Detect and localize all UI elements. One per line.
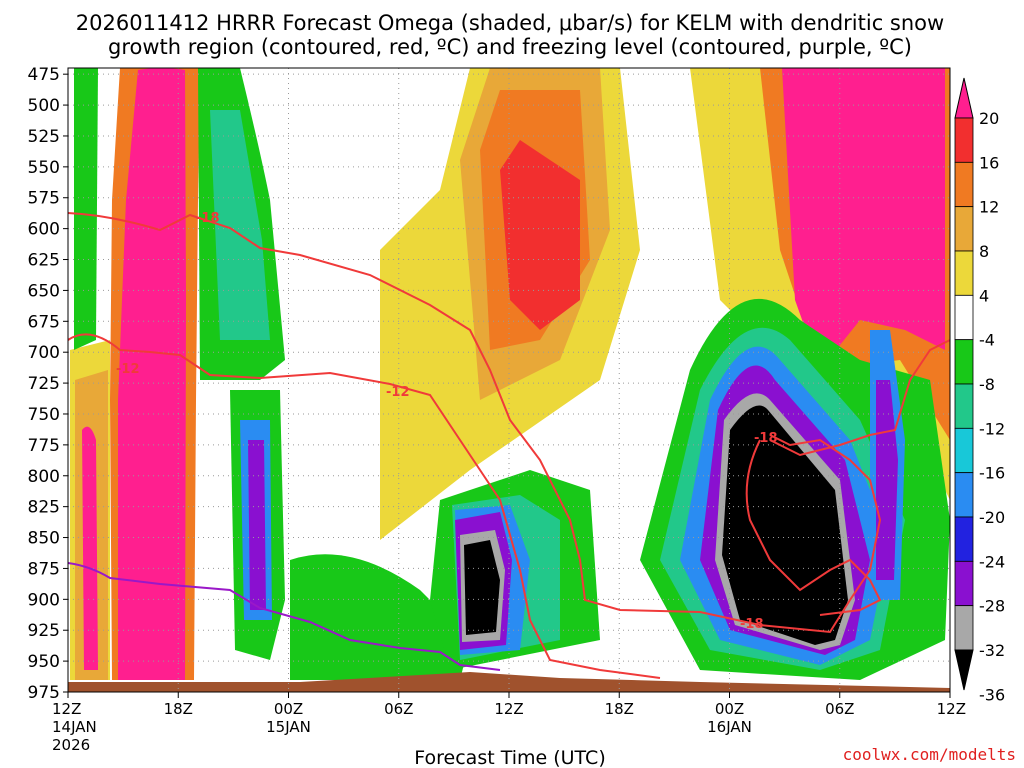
omega-region-mid-deep-red [500, 140, 580, 330]
colorbar-segment [954, 161, 974, 208]
colorbar-arrow-top [954, 77, 974, 119]
omega-region-right-pink [782, 68, 945, 370]
y-tick-label: 700 [28, 343, 60, 363]
x-tick-label: 00Z [274, 700, 303, 718]
dgz-contour-right [769, 339, 950, 457]
x-tick-label: 12Z [494, 700, 523, 718]
y-tick-label: 750 [28, 405, 60, 425]
x-tick-date: 16JAN [707, 718, 752, 736]
x-tick-label: 06Z [825, 700, 854, 718]
x-tick-label: 18Z [605, 700, 634, 718]
colorbar-segment [954, 206, 974, 252]
colorbar-label: -24 [979, 552, 1005, 571]
y-tick-label: 575 [28, 189, 60, 209]
omega-region-left-pink [118, 68, 186, 680]
colorbar-segment [954, 427, 974, 474]
dgz-contour-upper [68, 212, 882, 634]
y-tick-label: 875 [28, 559, 60, 579]
colorbar-segment [954, 605, 974, 651]
colorbar-label: -12 [979, 419, 1005, 438]
colorbar-label: -4 [979, 331, 995, 350]
x-tick-year: 2026 [52, 736, 90, 754]
colorbar-label: -28 [979, 597, 1005, 616]
y-axis: 475 500 525 550 575 600 625 650 675 700 725 750 775 8… [28, 65, 68, 703]
colorbar-label: -8 [979, 375, 995, 394]
colorbar-segment [954, 250, 974, 296]
y-tick-label: 525 [28, 127, 60, 147]
colorbar-label: -36 [979, 685, 1005, 704]
colorbar: 20 16 12 8 4 -4 -8 -12 -16 -20 -24 -28 -32 -36 [954, 77, 1005, 704]
dgz-label-5: -18 [740, 617, 764, 632]
dgz-label-3: -12 [386, 385, 410, 400]
freezing-level-contour [68, 562, 501, 671]
y-tick-label: 850 [28, 529, 60, 549]
y-tick-label: 500 [28, 96, 60, 116]
colorbar-segment [954, 516, 974, 562]
omega-region-far-left-pink [82, 426, 98, 670]
chart-title-line1: 2026011412 HRRR Forecast Omega (shaded, … [76, 11, 944, 35]
colorbar-label: 12 [979, 198, 999, 217]
chart-contours: -18 -12 -12 -18 -18 [68, 211, 950, 679]
y-tick-label: 675 [28, 312, 60, 332]
omega-region-mid-purple [248, 440, 266, 610]
y-tick-label: 825 [28, 498, 60, 518]
colorbar-label: 20 [979, 109, 999, 128]
y-tick-label: 650 [28, 281, 60, 301]
y-tick-label: 475 [28, 65, 60, 85]
y-tick-label: 950 [28, 652, 60, 672]
credit-text: coolwx.com/modelts [843, 745, 1016, 764]
omega-shading [68, 68, 950, 692]
x-tick-label: 12Z [52, 700, 81, 718]
y-tick-label: 625 [28, 251, 60, 271]
colorbar-label: 4 [979, 286, 989, 305]
dgz-contour-lower [68, 333, 661, 679]
x-tick-date: 14JAN [52, 718, 97, 736]
dgz-label-1: -18 [196, 211, 220, 226]
colorbar-label: -16 [979, 464, 1005, 483]
omega-region-left-green-column [74, 68, 98, 350]
omega-region-core2-black [722, 405, 848, 645]
dgz-label-2: -12 [116, 362, 140, 377]
colorbar-segment [954, 339, 974, 385]
omega-region-teal-band [210, 110, 270, 340]
colorbar-label: -20 [979, 508, 1005, 527]
chart-title-line2: growth region (contoured, red, ºC) and f… [108, 35, 912, 59]
colorbar-segment [954, 560, 974, 607]
x-tick-label: 00Z [715, 700, 744, 718]
colorbar-segment [954, 117, 974, 163]
colorbar-arrow-bottom [954, 649, 974, 691]
colorbar-label: 16 [979, 153, 999, 172]
omega-region-core1-black [464, 540, 500, 635]
y-tick-label: 975 [28, 683, 60, 703]
y-tick-label: 550 [28, 158, 60, 178]
dgz-label-4: -18 [754, 431, 778, 446]
x-tick-label: 18Z [164, 700, 193, 718]
y-tick-label: 775 [28, 436, 60, 456]
x-tick-label: 12Z [937, 700, 966, 718]
y-tick-label: 925 [28, 621, 60, 641]
colorbar-segment [954, 294, 974, 341]
dgz-contour-core [745, 439, 882, 616]
colorbar-segment [954, 383, 974, 429]
y-tick-label: 800 [28, 467, 60, 487]
omega-region-lowlevel-green [290, 554, 470, 680]
x-tick-date: 15JAN [266, 718, 311, 736]
terrain-surface [68, 672, 950, 692]
y-tick-label: 600 [28, 220, 60, 240]
colorbar-segment [954, 472, 974, 518]
x-axis-label: Forecast Time (UTC) [414, 747, 605, 768]
y-tick-label: 900 [28, 590, 60, 610]
y-tick-label: 725 [28, 374, 60, 394]
colorbar-label: 8 [979, 242, 989, 261]
x-tick-label: 06Z [384, 700, 413, 718]
colorbar-label: -32 [979, 641, 1005, 660]
